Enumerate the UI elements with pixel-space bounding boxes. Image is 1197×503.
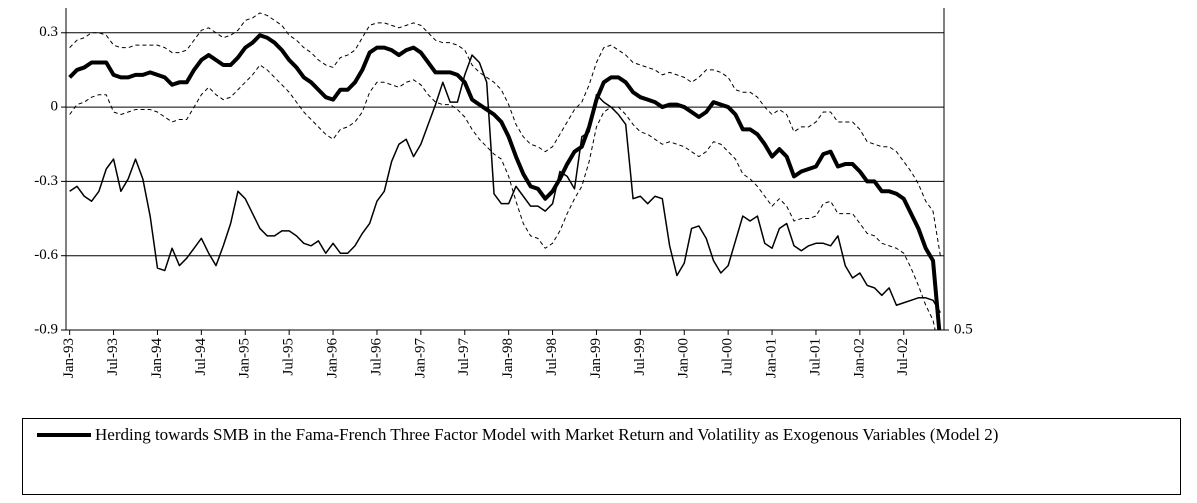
y2-tick-label: 0.5 <box>954 321 973 337</box>
x-tick-label: Jan-96 <box>324 338 340 378</box>
x-tick-label: Jan-94 <box>149 338 165 378</box>
x-tick-label: Jan-97 <box>412 338 428 378</box>
legend-label: Herding towards SMB in the Fama-French T… <box>95 425 999 444</box>
y-tick-label: -0.9 <box>34 321 58 337</box>
y-tick-label: 0 <box>51 99 59 115</box>
x-tick-label: Jul-97 <box>456 338 472 376</box>
x-tick-label: Jul-02 <box>895 338 911 376</box>
x-tick-label: Jul-99 <box>632 338 648 376</box>
y-tick-label: 0.3 <box>39 24 58 40</box>
series-line <box>69 12 941 256</box>
x-tick-label: Jul-96 <box>368 338 384 376</box>
y-tick-label: -0.6 <box>34 247 58 263</box>
series-line <box>69 54 941 314</box>
x-tick-label: Jul-01 <box>807 338 823 376</box>
x-tick-label: Jan-98 <box>500 338 516 378</box>
legend: Herding towards SMB in the Fama-French T… <box>22 418 1181 495</box>
x-tick-label: Jul-00 <box>720 338 736 376</box>
x-tick-label: Jul-98 <box>544 338 560 376</box>
axes: -0.9 -0.6 -0.3 0 0.3 0.5 Jan-93 Jul-93 Jan-94 Jul… <box>34 8 973 378</box>
plot-area <box>68 12 942 330</box>
chart: -0.9 -0.6 -0.3 0 0.3 0.5 Jan-93 Jul-93 Jan-94 Jul… <box>34 8 973 378</box>
x-tick-label: Jan-99 <box>588 338 604 378</box>
x-tick-label: Jan-95 <box>237 338 253 378</box>
y-tick-label: -0.3 <box>34 173 58 189</box>
legend-swatch <box>37 433 91 437</box>
x-tick-label: Jul-94 <box>193 338 209 376</box>
x-tick-label: Jan-93 <box>61 338 77 378</box>
series-line <box>69 64 936 330</box>
series-line <box>68 33 942 330</box>
x-tick-label: Jan-01 <box>763 338 779 378</box>
x-tick-label: Jan-00 <box>676 338 692 378</box>
grid <box>66 32 944 331</box>
x-tick-label: Jan-02 <box>851 338 867 378</box>
x-tick-label: Jul-95 <box>281 338 297 376</box>
x-tick-label: Jul-93 <box>105 338 121 376</box>
